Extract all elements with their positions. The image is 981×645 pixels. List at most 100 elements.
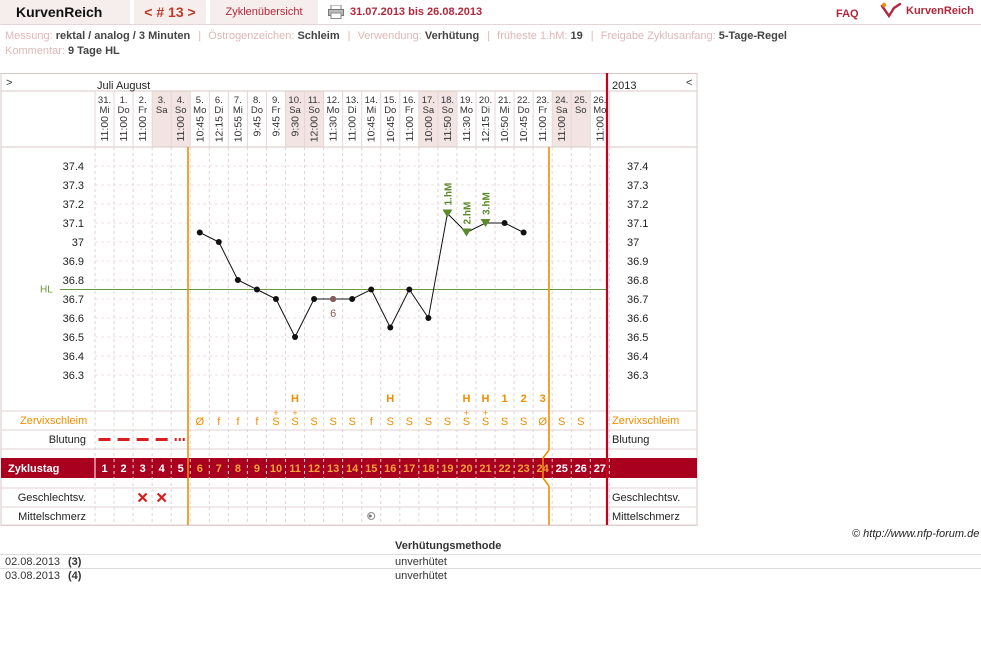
weekday-label: Di xyxy=(348,105,357,116)
time-label: 12:15 xyxy=(480,116,492,142)
faq-link[interactable]: FAQ xyxy=(836,8,859,20)
temp-marker-label: 1.hM xyxy=(443,183,454,206)
cycle-day: 27 xyxy=(594,463,606,475)
cervix-value: S xyxy=(558,416,565,428)
row-label-bleeding-right: Blutung xyxy=(612,434,649,446)
time-label: 11:00 xyxy=(404,116,416,142)
y-tick-right: 36.8 xyxy=(627,275,648,287)
weekday-label: Do xyxy=(518,105,530,116)
cervix-peak-marker: 2 xyxy=(521,393,527,405)
y-tick-left: 36.9 xyxy=(63,256,84,268)
weekend-shade xyxy=(171,91,191,147)
y-tick-right: 37.2 xyxy=(627,199,648,211)
date-label: 3. xyxy=(158,95,166,106)
cycle-day-band xyxy=(1,458,697,478)
intercourse-mark xyxy=(137,492,148,503)
temp-point[interactable] xyxy=(501,220,508,226)
date-label: 22. xyxy=(517,95,530,106)
temp-point[interactable] xyxy=(387,324,394,331)
cervix-value: S xyxy=(577,416,584,428)
cycle-day: 4 xyxy=(159,463,166,475)
y-tick-left: 36.8 xyxy=(63,275,84,287)
row-number: (3) xyxy=(68,556,82,568)
row-label-mittelschmerz: Mittelschmerz xyxy=(18,511,86,523)
y-tick-right: 36.6 xyxy=(627,313,648,325)
cycle-navigation[interactable]: < # 13 > xyxy=(134,0,206,24)
cervix-value: S xyxy=(406,416,413,428)
nav-prev-arrow[interactable]: > xyxy=(6,77,12,89)
date-label: 31. xyxy=(98,95,111,106)
weekday-label: Fr xyxy=(405,105,414,116)
date-label: 17. xyxy=(422,95,435,106)
time-label: 10:50 xyxy=(499,116,511,142)
time-label: 12:00 xyxy=(309,116,321,142)
cycle-day: 26 xyxy=(575,463,587,475)
kommentar-value: 9 Tage HL xyxy=(67,45,120,57)
cycle-day: 14 xyxy=(346,463,359,475)
y-tick-left: 36.4 xyxy=(63,351,84,363)
frueheste-value: 19 xyxy=(570,30,583,42)
logo-icon xyxy=(880,2,902,19)
weekday-label: Do xyxy=(384,105,396,116)
cervix-plus: + xyxy=(464,408,469,418)
row-label-intercourse-right: Geschlechtsv. xyxy=(612,492,680,504)
weekend-shade xyxy=(304,91,324,147)
cervix-value: S xyxy=(329,416,336,428)
cycle-day: 15 xyxy=(365,463,377,475)
time-label: 9:45 xyxy=(270,116,282,137)
time-label: 11:00 xyxy=(594,116,606,142)
table-row: 03.08.2013 (4) unverhütet xyxy=(0,568,981,583)
verwendung-value: Verhütung xyxy=(424,30,480,42)
cycle-day: 25 xyxy=(556,463,568,475)
print-icon[interactable] xyxy=(328,5,344,19)
time-label: 9:45 xyxy=(251,116,263,137)
temp-point[interactable] xyxy=(349,296,356,302)
temp-marker xyxy=(461,228,472,237)
temp-point[interactable] xyxy=(272,296,279,302)
cycle-day: 18 xyxy=(422,463,434,475)
cervix-value: S xyxy=(463,416,470,428)
cycle-day: 11 xyxy=(289,463,301,475)
oestrogen-label: Östrogenzeichen: xyxy=(208,30,295,42)
date-label: 4. xyxy=(177,95,185,106)
weekend-shade xyxy=(152,91,172,147)
cycle-day: 22 xyxy=(498,463,510,475)
temp-point[interactable] xyxy=(253,286,260,293)
time-label: 10:45 xyxy=(518,116,530,142)
weekday-label: Do xyxy=(251,105,263,116)
temp-point[interactable] xyxy=(368,286,375,293)
y-tick-left: 37.2 xyxy=(63,199,84,211)
temp-point[interactable] xyxy=(311,296,318,302)
cervix-value: S xyxy=(349,416,356,428)
temp-point[interactable] xyxy=(406,286,413,293)
temp-point[interactable] xyxy=(215,239,222,245)
brand-title[interactable]: KurvenReich xyxy=(0,0,130,24)
temp-point[interactable] xyxy=(234,277,241,283)
date-label: 23. xyxy=(536,95,549,106)
temp-point[interactable] xyxy=(292,334,299,340)
cycle-day: 9 xyxy=(254,463,260,475)
temp-marker-label: 3.hM xyxy=(482,192,493,215)
time-label: 10:00 xyxy=(423,116,435,142)
row-label-mittelschmerz-right: Mittelschmerz xyxy=(612,511,680,523)
cycle-day: 8 xyxy=(235,463,241,475)
y-tick-left: 37.4 xyxy=(63,161,84,173)
date-label: 18. xyxy=(441,95,454,106)
time-label: 11:50 xyxy=(442,116,454,142)
temp-point[interactable] xyxy=(520,229,527,236)
month-label: Juli August xyxy=(97,80,150,92)
cervix-value: S xyxy=(501,416,508,428)
temp-point[interactable] xyxy=(196,229,203,236)
weekday-label: Do xyxy=(117,105,129,116)
tab-cycle-overview[interactable]: Zyklenübersicht xyxy=(210,0,318,24)
weekday-label: Mi xyxy=(100,105,110,116)
time-label: 11:30 xyxy=(328,116,340,142)
weekday-label: Mo xyxy=(460,105,473,116)
date-label: 25. xyxy=(574,95,587,106)
intercourse-mark xyxy=(156,492,167,503)
nav-next-arrow[interactable]: < xyxy=(686,77,692,89)
weekday-label: Fr xyxy=(271,105,280,116)
date-label: 26. xyxy=(593,95,606,106)
row-number: (4) xyxy=(68,570,82,582)
temp-point[interactable] xyxy=(425,315,432,321)
